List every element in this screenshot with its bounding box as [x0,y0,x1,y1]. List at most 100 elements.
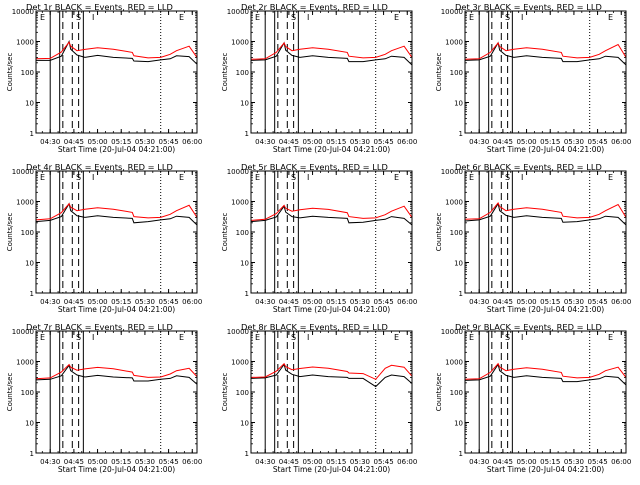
y-tick-label: 1 [245,130,249,138]
plot-frame [464,10,627,134]
region-label: E [608,173,613,182]
x-tick-label: 04:45 [493,458,513,466]
x-tick-label: 04:45 [64,138,84,146]
lld-series-line [464,41,627,60]
y-tick-label: 10000 [227,328,249,336]
x-tick-label: 05:30 [564,298,584,306]
y-tick-label: 1000 [16,39,34,47]
region-label: S [505,333,510,342]
events-series-line [35,364,198,385]
x-tick-label: 05:15 [540,298,560,306]
lld-series-line [250,204,413,221]
y-tick-label: 100 [21,389,34,397]
y-tick-label: 1000 [231,359,249,367]
x-tick-label: 04:30 [40,298,60,306]
region-label: E [394,13,399,22]
x-tick-label: 05:00 [516,458,536,466]
x-tick-label: 04:30 [469,458,489,466]
region-label: E [469,333,474,342]
y-axis-label: Counts/sec [6,213,14,252]
region-label: I [92,13,94,22]
x-axis-label: Start Time (20-Jul-04 04:21:00) [58,145,175,154]
region-label: S [291,13,296,22]
y-axis-label: Counts/sec [6,53,14,92]
x-tick-label: 05:30 [564,458,584,466]
lld-series-line [35,363,198,380]
events-series-line [464,202,627,226]
y-tick-label: 10 [454,420,463,428]
x-tick-label: 06:00 [182,298,202,306]
region-label: I [92,333,94,342]
x-tick-label: 05:30 [135,138,155,146]
region-label: E [40,173,45,182]
y-tick-label: 10000 [227,168,249,176]
plot-frame [250,330,413,454]
x-tick-label: 05:00 [87,298,107,306]
y-tick-label: 10 [454,100,463,108]
y-tick-label: 10 [240,260,249,268]
x-tick-label: 04:45 [279,138,299,146]
x-tick-label: 04:45 [493,298,513,306]
region-label: E [179,333,184,342]
lld-series-line [250,41,413,60]
region-label: I [521,333,523,342]
y-tick-label: 1000 [231,39,249,47]
y-axis-label: Counts/sec [435,373,443,412]
detector-panel: Det 7r BLACK = Events, RED = LLD 1 10 100 10… [6,322,202,474]
region-label: S [76,13,81,22]
x-axis-label: Start Time (20-Jul-04 04:21:00) [273,305,390,314]
x-tick-label: 05:00 [516,138,536,146]
region-label: S [291,173,296,182]
x-tick-label: 04:30 [40,458,60,466]
region-label: I [307,333,309,342]
x-axis-label: Start Time (20-Jul-04 04:21:00) [273,465,390,474]
y-tick-label: 1000 [445,199,463,207]
x-tick-label: 06:00 [182,138,202,146]
x-tick-label: 06:00 [397,458,417,466]
x-tick-label: 05:00 [302,458,322,466]
y-tick-label: 100 [236,69,249,77]
y-tick-label: 10 [454,260,463,268]
events-series-line [464,363,627,386]
panel-title: Det 2r BLACK = Events, RED = LLD [241,2,388,12]
y-axis-label: Counts/sec [221,373,229,412]
panel-title: Det 5r BLACK = Events, RED = LLD [241,162,388,172]
x-tick-label: 04:30 [469,298,489,306]
x-tick-label: 05:15 [111,298,131,306]
x-tick-label: 05:45 [587,298,607,306]
plot-frame [35,330,198,454]
panel-title: Det 3r BLACK = Events, RED = LLD [455,2,602,12]
y-tick-label: 1000 [445,39,463,47]
events-series-line [464,41,627,66]
x-tick-label: 05:15 [540,458,560,466]
x-tick-label: 04:45 [64,458,84,466]
y-tick-label: 10000 [441,168,463,176]
y-tick-label: 1 [245,450,249,458]
y-tick-label: 1000 [445,359,463,367]
x-tick-label: 05:15 [111,458,131,466]
region-label: S [76,333,81,342]
plot-frame [464,170,627,294]
x-tick-label: 04:30 [255,138,275,146]
x-tick-label: 05:15 [540,138,560,146]
x-axis-label: Start Time (20-Jul-04 04:21:00) [487,465,604,474]
x-tick-label: 05:45 [158,298,178,306]
y-axis-label: Counts/sec [435,213,443,252]
plot-frame [35,10,198,134]
x-tick-label: 04:30 [469,138,489,146]
x-tick-label: 05:00 [302,298,322,306]
y-tick-label: 10000 [441,8,463,16]
region-label: I [92,173,94,182]
region-label: E [608,13,613,22]
y-axis-label: Counts/sec [6,373,14,412]
y-tick-label: 10000 [441,328,463,336]
y-tick-label: 100 [236,389,249,397]
y-tick-label: 10000 [12,168,34,176]
panel-title: Det 1r BLACK = Events, RED = LLD [26,2,173,12]
x-tick-label: 04:45 [279,298,299,306]
panel-title: Det 8r BLACK = Events, RED = LLD [241,322,388,332]
y-tick-label: 10 [240,100,249,108]
x-tick-label: 04:30 [40,138,60,146]
x-tick-label: 06:00 [397,138,417,146]
